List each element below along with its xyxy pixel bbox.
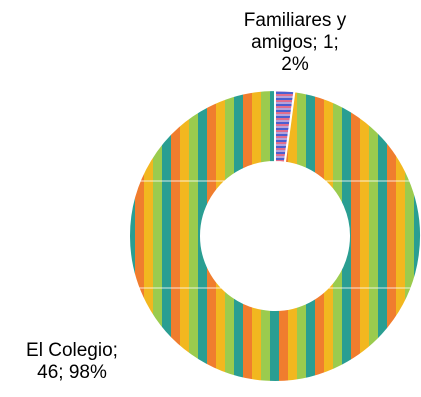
data-label-line: 46; 98% (37, 362, 107, 383)
slices-group (128, 88, 421, 383)
data-label-line: El Colegio; (26, 340, 118, 361)
data-label-familiares-y-amigos: Familiares y amigos; 1; 2% (222, 10, 368, 76)
data-label-line: 2% (281, 54, 309, 75)
data-label-line: Familiares y (243, 10, 347, 31)
slice-el-colegio (128, 88, 421, 383)
data-label-line: amigos; 1; (251, 32, 339, 53)
data-label-el-colegio: El Colegio; 46; 98% (4, 340, 140, 384)
